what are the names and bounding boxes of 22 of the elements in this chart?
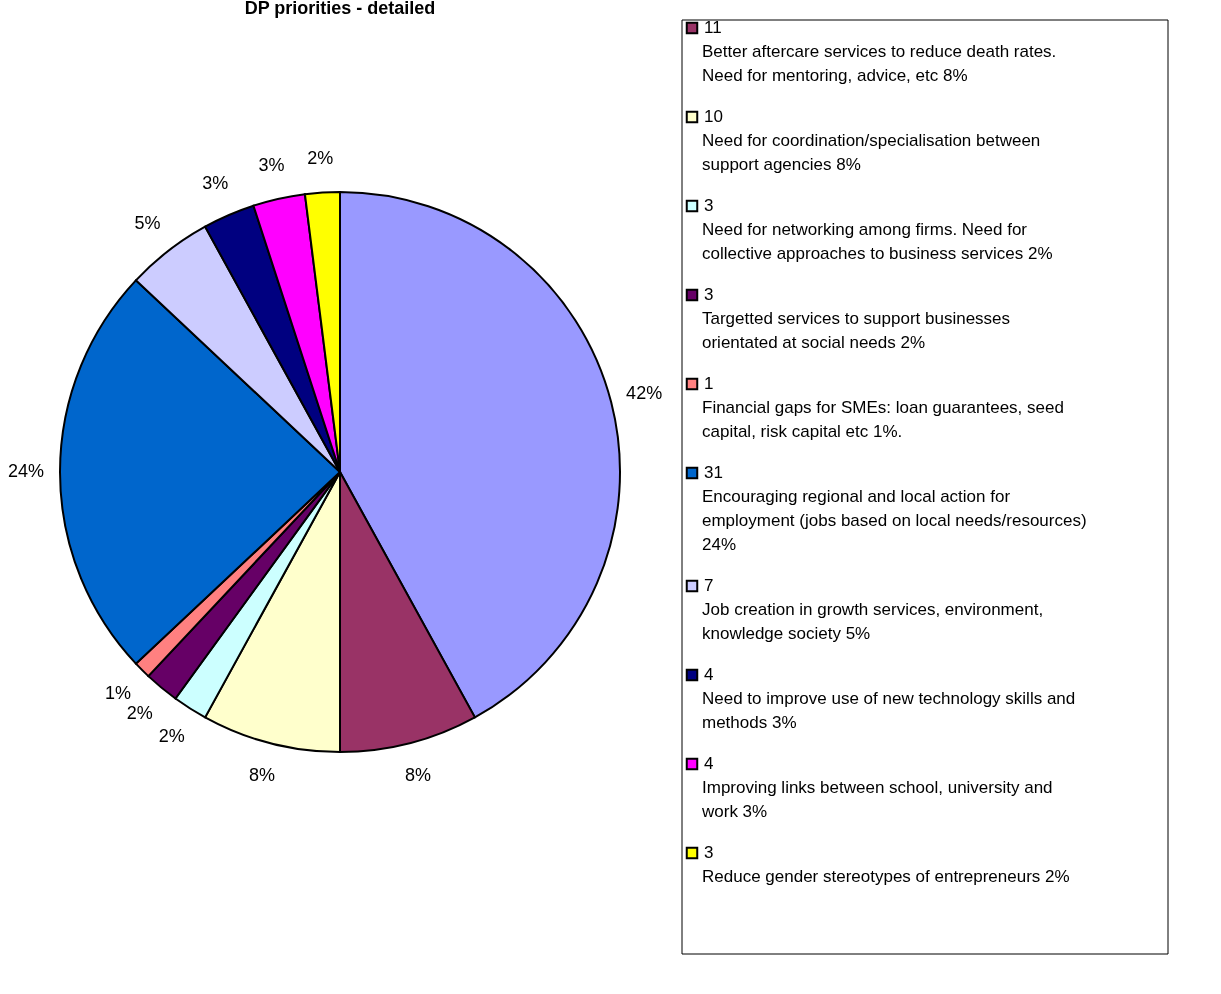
data-label: 2% [126, 702, 153, 723]
legend-label: 11 Better aftercare services to reduce death rates. Need for mentoring, advice, etc 8% [702, 18, 1057, 85]
data-label: 5% [134, 212, 161, 233]
legend-label: 31 Encouraging regional and local action for employment (jobs based on local needs/resources) 24% [702, 463, 1087, 554]
data-label: 1% [104, 683, 131, 704]
chart-title: DP priorities - detailed [244, 0, 436, 18]
data-label: 8% [405, 765, 432, 786]
data-label: 3% [202, 172, 229, 193]
legend-label: 7 Job creation in growth services, environment, knowledge society 5% [702, 576, 1044, 643]
legend-label: 4 Need to improve use of new technology skills and methods 3% [702, 665, 1076, 732]
data-label: 2% [158, 726, 185, 747]
legend-label: 3 Reduce gender stereotypes of entrepreneurs 2% [702, 843, 1070, 886]
legend-label: 3 Need for networking among firms. Need for collective approaches to business services 2% [702, 196, 1053, 263]
data-label: 42% [626, 382, 663, 403]
data-label: 8% [248, 765, 275, 786]
data-label: 2% [307, 147, 334, 168]
legend-label: 1 Financial gaps for SMEs: loan guarantees, seed capital, risk capital etc 1%. [702, 374, 1064, 441]
legend-label: 10 Need for coordination/specialisation between support agencies 8% [702, 107, 1041, 174]
legend-label: 3 Targetted services to support businesses orientated at social needs 2% [702, 285, 1011, 352]
data-label: 3% [258, 154, 285, 175]
data-label: 24% [7, 461, 45, 481]
legend-label: 4 Improving links between school, university and work 3% [701, 754, 1053, 821]
